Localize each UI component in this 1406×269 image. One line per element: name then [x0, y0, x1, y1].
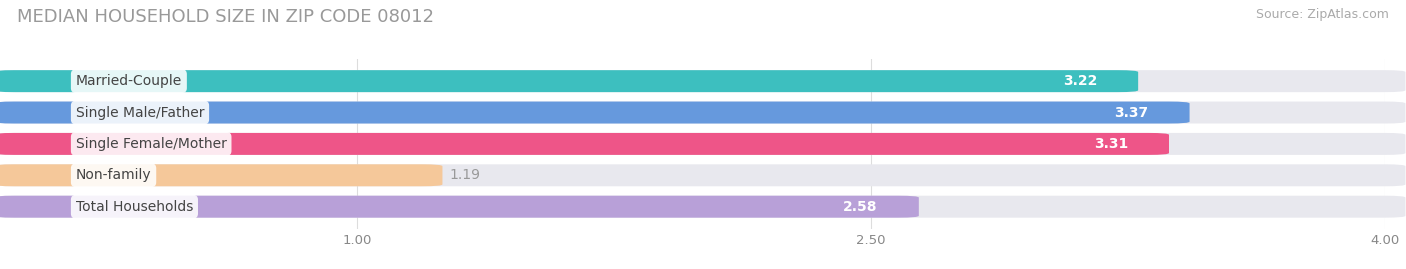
Text: 3.31: 3.31	[1094, 137, 1128, 151]
FancyBboxPatch shape	[0, 102, 1189, 123]
Text: 1.19: 1.19	[450, 168, 481, 182]
Text: Source: ZipAtlas.com: Source: ZipAtlas.com	[1256, 8, 1389, 21]
Text: Non-family: Non-family	[76, 168, 152, 182]
Text: Single Female/Mother: Single Female/Mother	[76, 137, 226, 151]
Text: 2.58: 2.58	[844, 200, 877, 214]
Text: Single Male/Father: Single Male/Father	[76, 105, 204, 119]
FancyBboxPatch shape	[0, 133, 1168, 155]
Text: MEDIAN HOUSEHOLD SIZE IN ZIP CODE 08012: MEDIAN HOUSEHOLD SIZE IN ZIP CODE 08012	[17, 8, 434, 26]
FancyBboxPatch shape	[0, 164, 443, 186]
Text: 3.22: 3.22	[1063, 74, 1097, 88]
FancyBboxPatch shape	[0, 164, 1406, 186]
FancyBboxPatch shape	[0, 102, 1406, 123]
FancyBboxPatch shape	[0, 70, 1406, 92]
Text: 3.37: 3.37	[1115, 105, 1149, 119]
Text: Total Households: Total Households	[76, 200, 193, 214]
Text: Married-Couple: Married-Couple	[76, 74, 181, 88]
FancyBboxPatch shape	[0, 70, 1139, 92]
FancyBboxPatch shape	[0, 196, 1406, 218]
FancyBboxPatch shape	[0, 196, 920, 218]
FancyBboxPatch shape	[0, 133, 1406, 155]
